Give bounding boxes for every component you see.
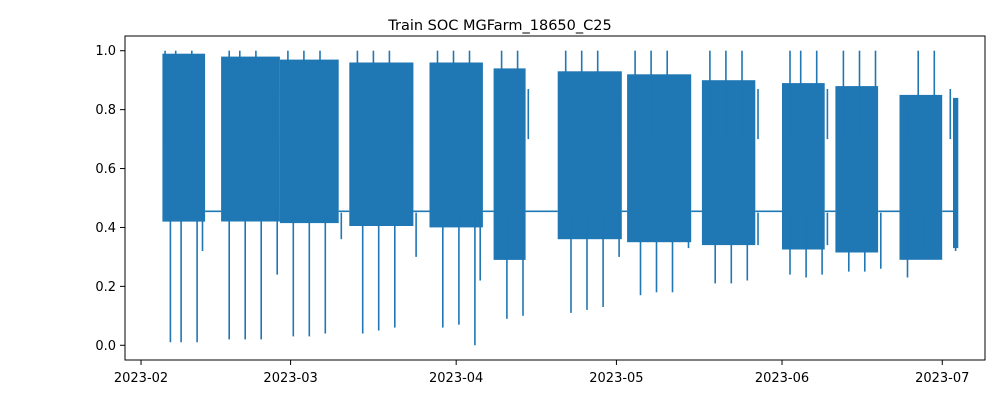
cycling-block-14 xyxy=(627,74,692,243)
x-tick-label-3: 2023-05 xyxy=(589,371,643,386)
x-axis: 2023-02 2023-03 2023-04 2023-05 2023-06 2023-… xyxy=(114,360,969,386)
y-tick-label-0: 0.0 xyxy=(95,339,116,354)
cycling-block-10 xyxy=(493,68,526,260)
x-tick-label-2: 2023-04 xyxy=(429,371,483,386)
y-tick-label-4: 0.8 xyxy=(95,103,116,118)
x-tick-label-4: 2023-06 xyxy=(755,371,809,386)
cycling-block-12 xyxy=(557,71,622,240)
cycling-block-18 xyxy=(782,83,825,250)
y-axis: 0.0 0.2 0.4 0.6 0.8 1.0 xyxy=(95,44,125,354)
y-tick-label-3: 0.6 xyxy=(95,162,116,177)
x-tick-label-0: 2023-02 xyxy=(114,371,168,386)
cycling-block-20 xyxy=(835,86,879,253)
cycling-block-6 xyxy=(349,62,414,226)
cycling-block-8 xyxy=(429,62,483,228)
cycling-block-2 xyxy=(221,56,280,222)
chart-title: Train SOC MGFarm_18650_C25 xyxy=(387,18,611,34)
plot-area xyxy=(162,50,959,346)
x-tick-label-1: 2023-03 xyxy=(263,371,317,386)
cycling-block-24 xyxy=(953,97,959,249)
cycling-block-16 xyxy=(701,80,756,246)
cycling-block-0 xyxy=(162,53,206,222)
x-tick-label-5: 2023-07 xyxy=(915,371,969,386)
cycling-block-4 xyxy=(279,59,339,224)
plot-frame xyxy=(124,35,986,361)
y-tick-label-5: 1.0 xyxy=(95,44,116,59)
y-tick-label-2: 0.4 xyxy=(95,221,116,236)
cycling-block-22 xyxy=(899,94,943,260)
y-tick-label-1: 0.2 xyxy=(95,280,116,295)
